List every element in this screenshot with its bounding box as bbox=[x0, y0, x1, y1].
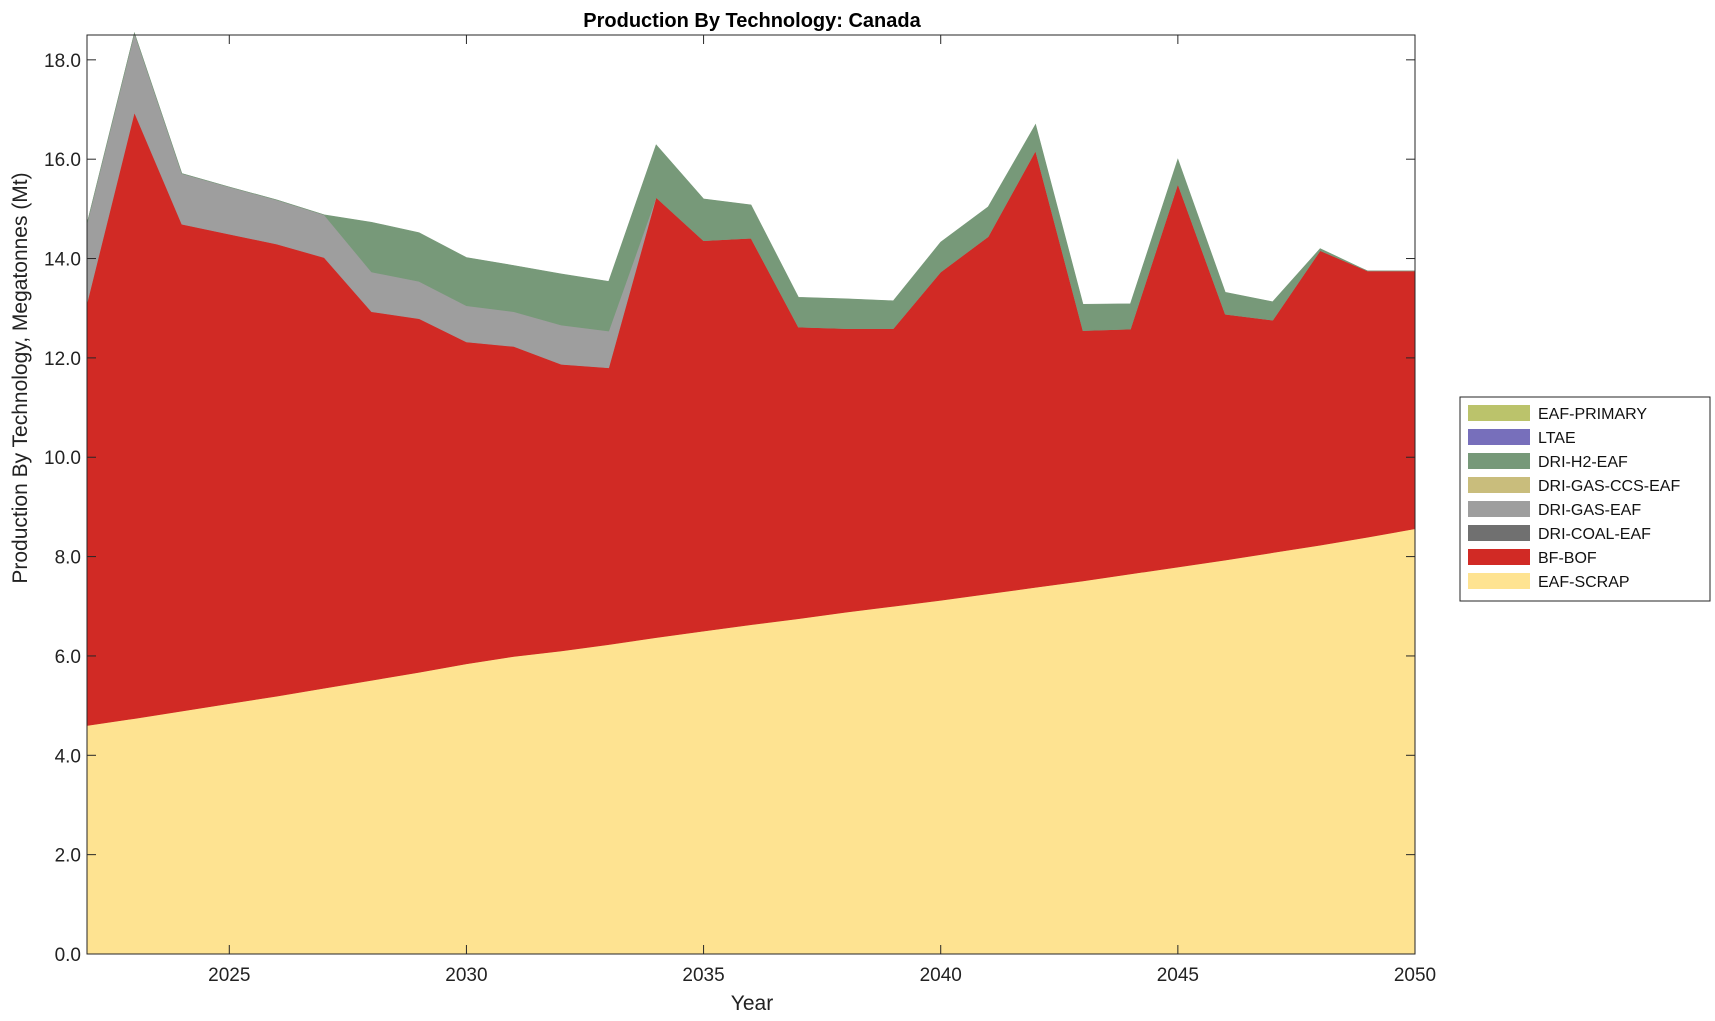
y-tick-label: 8.0 bbox=[55, 548, 81, 569]
y-axis-label: Production By Technology, Megatonnes (Mt… bbox=[9, 172, 32, 583]
legend-box bbox=[1459, 396, 1711, 602]
legend-swatch-eaf-primary bbox=[1468, 405, 1530, 421]
y-tick-label: 16.0 bbox=[44, 150, 81, 171]
x-tick-label: 2050 bbox=[1394, 965, 1436, 986]
x-tick-label: 2030 bbox=[445, 965, 487, 986]
plot-area bbox=[86, 31, 1416, 955]
area-series-dri-h2-eaf bbox=[86, 31, 1415, 332]
legend-swatch-eaf-scrap bbox=[1468, 573, 1530, 589]
legend-swatch-dri-gas-ccs-eaf bbox=[1468, 477, 1530, 493]
y-tick-label: 10.0 bbox=[44, 448, 81, 469]
legend-label-dri-gas-eaf: DRI-GAS-EAF bbox=[1538, 502, 1641, 519]
legend-label-dri-h2-eaf: DRI-H2-EAF bbox=[1538, 454, 1628, 471]
y-tick-label: 2.0 bbox=[55, 846, 81, 867]
x-tick-label: 2045 bbox=[1157, 965, 1199, 986]
plot-frame bbox=[86, 34, 1416, 955]
legend-label-eaf-scrap: EAF-SCRAP bbox=[1538, 574, 1630, 591]
x-tick-label: 2035 bbox=[682, 965, 724, 986]
legend-label-eaf-primary: EAF-PRIMARY bbox=[1538, 406, 1647, 423]
legend-label-dri-gas-ccs-eaf: DRI-GAS-CCS-EAF bbox=[1538, 478, 1680, 495]
legend: EAF-PRIMARY LTAE DRI-H2-EAF DRI-GAS-CCS-EAF… bbox=[1459, 396, 1711, 602]
y-tick-label: 12.0 bbox=[44, 349, 81, 370]
y-tick-label: 14.0 bbox=[44, 250, 81, 271]
y-tick-label: 18.0 bbox=[44, 51, 81, 72]
y-tick-label: 6.0 bbox=[55, 647, 81, 668]
chart-title: Production By Technology: Canada bbox=[583, 10, 921, 32]
legend-swatch-dri-gas-eaf bbox=[1468, 501, 1530, 517]
legend-label-dri-coal-eaf: DRI-COAL-EAF bbox=[1538, 526, 1651, 543]
x-tick-label: 2040 bbox=[920, 965, 962, 986]
y-tick-label: 4.0 bbox=[55, 746, 81, 767]
legend-swatch-bf-bof bbox=[1468, 549, 1530, 565]
axes: 0.0 2.0 4.0 6.0 8.0 10.0 12.0 14.0 16.0 18.0 2025 2… bbox=[44, 34, 1436, 986]
legend-swatch-ltae bbox=[1468, 429, 1530, 445]
legend-label-bf-bof: BF-BOF bbox=[1538, 550, 1597, 567]
legend-swatch-dri-coal-eaf bbox=[1468, 525, 1530, 541]
x-tick-label: 2025 bbox=[208, 965, 250, 986]
legend-swatch-dri-h2-eaf bbox=[1468, 453, 1530, 469]
legend-label-ltae: LTAE bbox=[1538, 430, 1576, 447]
y-tick-label: 0.0 bbox=[55, 945, 81, 966]
x-axis-label: Year bbox=[731, 992, 773, 1015]
